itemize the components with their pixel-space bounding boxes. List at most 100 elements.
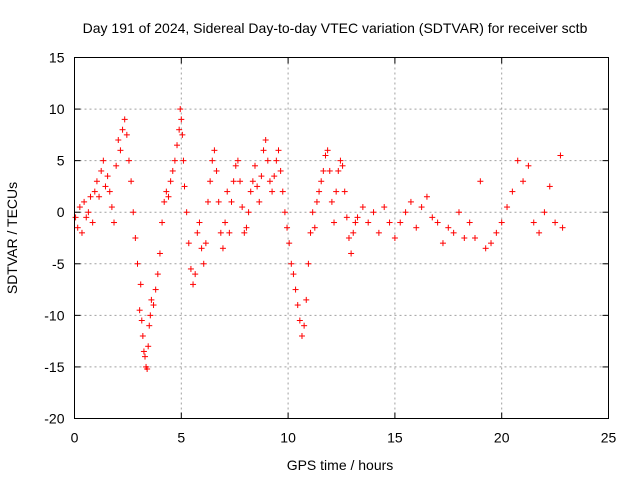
y-tick-label: 10 <box>49 101 65 117</box>
data-point <box>348 250 355 257</box>
data-point <box>303 296 310 303</box>
data-point <box>190 281 197 288</box>
data-point <box>559 224 566 231</box>
x-axis-label: GPS time / hours <box>287 457 394 473</box>
y-tick-label: -15 <box>44 359 64 375</box>
data-point <box>352 219 359 226</box>
data-point <box>141 353 148 360</box>
data-point <box>254 183 261 190</box>
data-point <box>198 245 205 252</box>
data-point <box>83 214 90 221</box>
data-point <box>196 219 203 226</box>
y-tick-label: -20 <box>44 411 64 427</box>
data-point <box>552 219 559 226</box>
data-point <box>134 260 141 267</box>
data-point <box>407 198 414 205</box>
data-point <box>230 178 237 185</box>
data-point <box>144 365 151 372</box>
data-point <box>311 224 318 231</box>
data-point <box>72 214 79 221</box>
data-point <box>137 281 144 288</box>
y-axis-label: SDTVAR / TECUs <box>4 182 20 294</box>
data-point <box>117 147 124 154</box>
data-point <box>413 224 420 231</box>
data-point <box>93 178 100 185</box>
x-tick-label: 20 <box>494 430 510 446</box>
data-point <box>147 312 154 319</box>
data-points <box>72 106 566 372</box>
chart-title: Day 191 of 2024, Sidereal Day-to-day VTE… <box>83 20 588 36</box>
data-point <box>328 198 335 205</box>
data-point <box>292 286 299 293</box>
data-point <box>339 162 346 169</box>
data-point <box>493 229 500 236</box>
data-point <box>130 209 137 216</box>
data-point <box>106 188 113 195</box>
data-point <box>156 250 163 257</box>
data-point <box>402 209 409 216</box>
data-point <box>326 167 333 174</box>
data-point <box>375 229 382 236</box>
data-point <box>159 219 166 226</box>
data-point <box>472 235 478 241</box>
data-point <box>264 157 271 164</box>
x-tick-label: 25 <box>601 430 617 446</box>
data-point <box>461 235 468 241</box>
data-point <box>121 116 128 123</box>
data-point <box>174 142 181 149</box>
data-point <box>241 229 248 236</box>
data-point <box>111 219 118 226</box>
data-point <box>169 167 176 174</box>
data-point <box>178 116 185 123</box>
data-point <box>309 209 316 216</box>
data-point <box>217 229 224 236</box>
data-point <box>219 245 226 252</box>
data-point <box>85 209 92 216</box>
data-point <box>477 178 484 185</box>
data-point <box>185 240 192 247</box>
data-point <box>102 183 109 190</box>
data-point <box>343 214 350 221</box>
data-point <box>96 193 103 200</box>
data-point <box>213 167 220 174</box>
data-point <box>226 229 233 236</box>
data-point <box>530 219 537 226</box>
data-point <box>150 302 157 309</box>
data-point <box>98 167 105 174</box>
data-point <box>74 224 81 231</box>
data-point <box>138 317 145 324</box>
data-point <box>488 240 495 247</box>
data-point <box>269 188 276 195</box>
data-point <box>345 235 352 241</box>
data-point <box>455 209 462 216</box>
data-point <box>222 219 229 226</box>
data-point <box>256 198 263 205</box>
data-point <box>145 343 152 350</box>
data-point <box>187 265 194 272</box>
data-point <box>78 229 85 236</box>
data-point <box>163 188 170 195</box>
data-point <box>397 219 404 226</box>
data-point <box>541 209 548 216</box>
data-point <box>176 126 183 133</box>
data-point <box>337 157 344 164</box>
data-point <box>211 147 218 154</box>
data-point <box>386 219 393 226</box>
data-point <box>504 204 511 211</box>
data-point <box>207 178 214 185</box>
data-point <box>239 204 246 211</box>
data-point <box>180 157 187 164</box>
x-tick-label: 5 <box>177 430 185 446</box>
data-point <box>132 235 139 241</box>
y-tick-label: 5 <box>57 153 65 169</box>
data-point <box>271 173 278 180</box>
data-point <box>113 162 120 169</box>
data-point <box>466 219 473 226</box>
x-tick-label: 15 <box>387 430 403 446</box>
y-tick-label: 0 <box>57 204 65 220</box>
data-point <box>445 224 452 231</box>
data-point <box>318 178 325 185</box>
data-point <box>296 317 303 324</box>
data-point <box>205 198 211 205</box>
